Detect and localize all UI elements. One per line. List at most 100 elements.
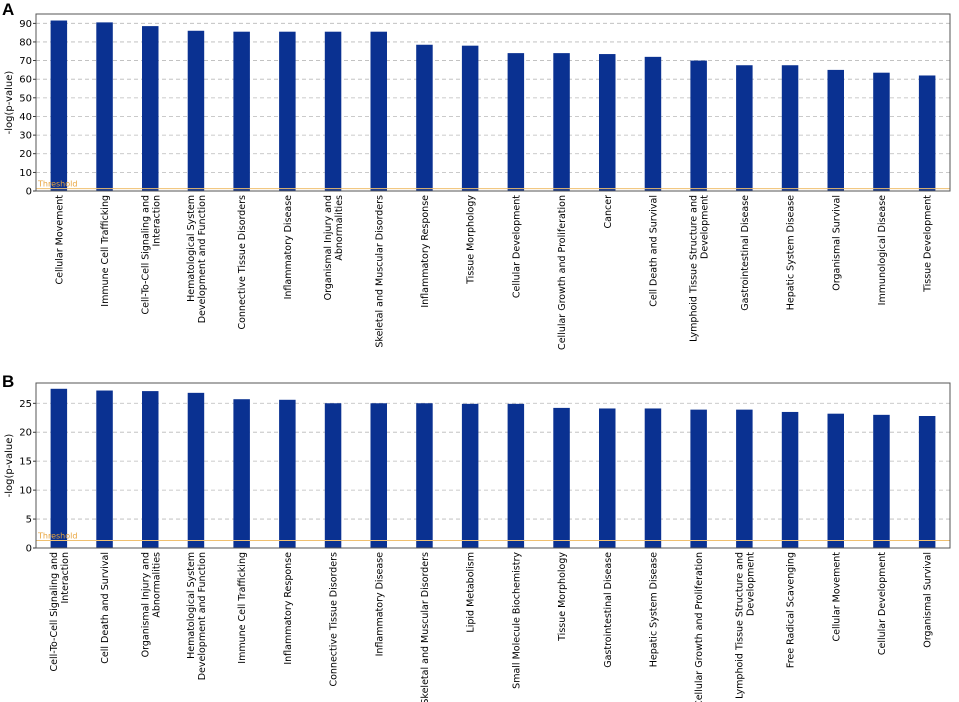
x-category-label: Cellular Movement [54, 195, 65, 285]
bar [416, 44, 433, 192]
x-category-label: Cell-To-Cell Signaling andInteraction [49, 552, 71, 671]
x-category-label: Lipid Metabolism [466, 552, 477, 633]
bar [644, 408, 662, 548]
bar [279, 31, 296, 192]
x-category-label: Connective Tissue Disorders [237, 195, 248, 330]
y-tick-label: 90 [19, 19, 32, 30]
bar [324, 31, 342, 192]
bar [918, 416, 936, 548]
x-category-label: Cellular Movement [831, 552, 842, 642]
chart-panel-a: A 0 10 20 30 40 50 60 70 80 90 -log(p-value) Thresho… [2, 0, 951, 350]
x-category-label: Cellular Development [877, 552, 888, 655]
y-tick-label: 40 [19, 112, 32, 123]
x-category-label: Organismal Injury andAbnormalities [140, 552, 162, 657]
bar [690, 60, 707, 191]
bar [187, 30, 205, 192]
x-category-label: Gastrointestinal Disease [740, 195, 751, 311]
x-category-label: Gastrointestinal Disease [603, 552, 614, 668]
x-category-label: Inflammatory Disease [283, 195, 294, 300]
bar [370, 31, 387, 192]
bar [50, 20, 68, 191]
bar [827, 69, 844, 191]
y-tick-label: 80 [19, 37, 32, 48]
y-tick-label: 0 [26, 544, 32, 555]
bar [50, 388, 68, 548]
panel-letter: A [2, 0, 14, 19]
x-category-label: Hepatic System Disease [786, 195, 797, 310]
bar [233, 31, 250, 192]
y-axis-label: -log(p-value) [4, 434, 15, 498]
bar [599, 54, 616, 192]
x-category-label: Organismal Injury andAbnormalities [323, 195, 345, 300]
threshold-label: Threshold [37, 531, 77, 540]
x-category-label: Tissue Development [923, 195, 934, 293]
x-category-label: Cancer [603, 195, 614, 229]
x-category-label: Immune Cell Trafficking [100, 195, 111, 307]
bar [461, 45, 479, 192]
bar [599, 408, 616, 548]
x-category-label: Cellular Development [511, 195, 522, 298]
bar [873, 414, 890, 548]
y-tick-label: 15 [19, 457, 32, 468]
x-category-label: Organismal Survival [923, 552, 934, 648]
x-category-label: Inflammatory Disease [374, 552, 385, 657]
plot-frame [35, 382, 951, 549]
y-tick-label: 50 [19, 93, 32, 104]
x-category-label: Connective Tissue Disorders [329, 552, 340, 687]
x-category-label: Immune Cell Trafficking [237, 552, 248, 664]
y-tick-label: 30 [19, 131, 32, 142]
x-category-label: Organismal Survival [831, 195, 842, 291]
x-category-label: Hepatic System Disease [648, 552, 659, 667]
x-category-label: Skeletal and Muscular Disorders [420, 552, 431, 702]
x-category-label: Tissue Morphology [466, 195, 477, 285]
bar [324, 403, 342, 548]
x-category-label: Immunological Disease [877, 195, 888, 306]
x-category-label: Inflammatory Response [420, 195, 431, 308]
bar [736, 65, 753, 191]
bar [781, 411, 799, 548]
bar [507, 403, 525, 548]
x-category-label: Inflammatory Response [283, 552, 294, 665]
bar [461, 403, 479, 548]
plot-frame [35, 13, 951, 192]
x-category-label: Lymphoid Tissue Structure andDevelopment [734, 552, 756, 699]
x-category-label: Lymphoid Tissue Structure andDevelopment [689, 195, 711, 342]
threshold-label: Threshold [37, 180, 77, 189]
bar [507, 53, 525, 192]
x-category-label: Cellular Growth and Proliferation [557, 195, 568, 350]
bar [142, 26, 159, 191]
x-category-label: Small Molecule Biochemistry [511, 552, 522, 689]
y-tick-label: 10 [19, 486, 32, 497]
y-tick-label: 60 [19, 75, 32, 86]
bar [187, 392, 205, 548]
bar [416, 403, 433, 548]
bar [142, 391, 159, 548]
y-tick-label: 20 [19, 149, 32, 160]
x-category-label: Cellular Growth and Proliferation [694, 552, 705, 702]
bar [918, 75, 936, 191]
bar [370, 403, 387, 548]
x-category-label: Cell Death and Survival [648, 195, 659, 307]
bar [736, 409, 753, 548]
bar [279, 399, 296, 548]
bar [553, 53, 570, 192]
x-category-label: Skeletal and Muscular Disorders [374, 195, 385, 348]
bar [644, 56, 662, 191]
bar [96, 390, 113, 548]
bar [690, 409, 707, 548]
chart-panel-b: B 0 5 10 15 20 25 -log(p-value) Threshold Cell-To… [2, 372, 951, 702]
y-tick-label: 70 [19, 56, 32, 67]
x-category-label: Cell-To-Cell Signaling andInteraction [140, 195, 162, 314]
y-tick-label: 0 [26, 187, 32, 198]
bar [873, 72, 890, 191]
x-category-label: Hematological SystemDevelopment and Func… [186, 195, 208, 323]
panel-letter: B [2, 372, 14, 391]
x-category-label: Free Radical Scavenging [786, 552, 797, 668]
bar [96, 22, 113, 191]
bar [233, 399, 250, 548]
y-tick-label: 5 [26, 515, 32, 526]
x-category-label: Hematological SystemDevelopment and Func… [186, 552, 208, 680]
y-tick-label: 20 [19, 428, 32, 439]
bar [553, 407, 570, 548]
